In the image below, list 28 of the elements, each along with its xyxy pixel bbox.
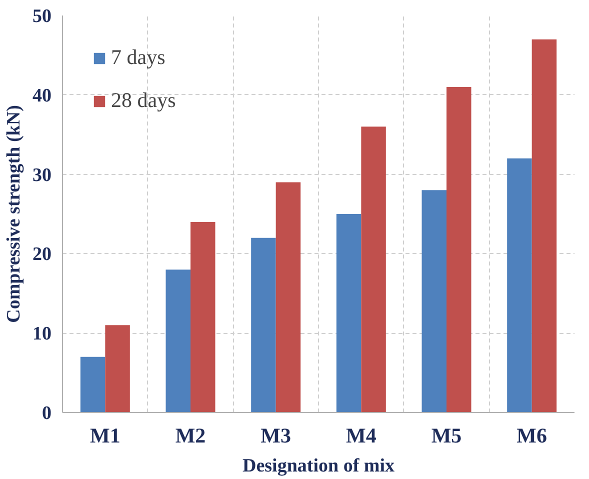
y-tick-label: 0 <box>42 403 52 424</box>
y-axis-title: Compressive strength (kN) <box>4 105 24 323</box>
bar <box>105 325 130 412</box>
bar <box>422 190 446 412</box>
bar <box>446 86 472 412</box>
bar <box>361 126 386 412</box>
x-axis-title: Designation of mix <box>242 456 395 476</box>
y-tick-label: 30 <box>32 164 52 186</box>
y-tick-label: 10 <box>32 324 52 345</box>
y-tick-label: 20 <box>32 244 52 266</box>
bar <box>166 270 190 412</box>
bar <box>80 356 106 412</box>
bar <box>276 182 301 412</box>
y-tick-label: 50 <box>32 6 52 27</box>
x-tick-label: M2 <box>175 424 206 448</box>
bar <box>336 214 362 412</box>
bar <box>190 222 216 412</box>
x-tick-label: M3 <box>260 424 291 448</box>
x-tick-label: M4 <box>346 424 377 448</box>
x-tick-label: M1 <box>90 424 120 448</box>
y-tick-label: 40 <box>32 85 52 106</box>
x-tick-label: M5 <box>431 424 462 448</box>
bar <box>251 238 276 412</box>
x-tick-label: M6 <box>516 424 547 448</box>
legend-label: 7 days <box>111 45 166 70</box>
legend-label: 28 days <box>111 88 176 113</box>
bar <box>507 158 532 412</box>
bar <box>532 39 557 412</box>
